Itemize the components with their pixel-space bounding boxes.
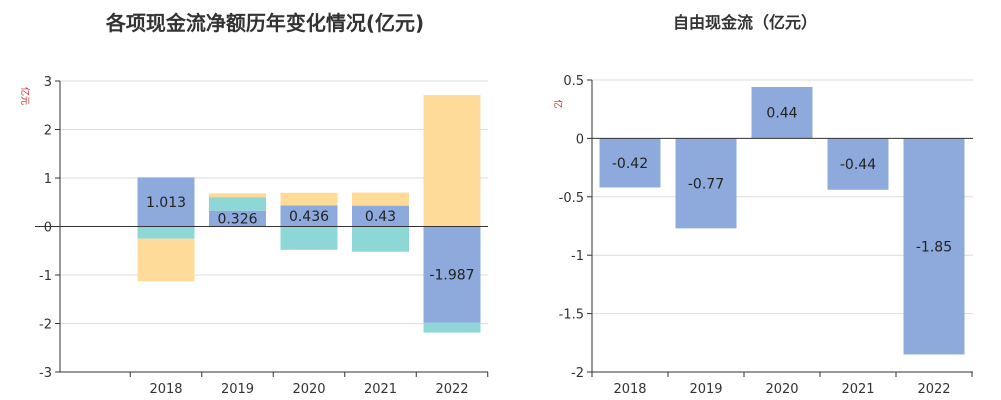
left-data-label-2021: 0.43	[365, 209, 396, 225]
left-bar-2021-s2	[352, 192, 409, 206]
chart-left-axes: 3 2 1 0 -1 -2 -3 2018 2019 2020 2021 2022	[35, 75, 489, 397]
left-y-tick-label: 0	[44, 221, 52, 236]
right-bar-2018-s0	[599, 138, 661, 188]
left-data-label-2019: 0.326	[217, 212, 257, 228]
left-y-tick-label: -1	[39, 269, 52, 284]
left-bar-2020-s2	[280, 192, 338, 206]
left-bar-2020-s0	[280, 205, 338, 227]
left-bar-2019-s0	[209, 210, 266, 227]
chart-right: 自由现金流（亿元） 亿 0.5 0 -0.5 -1 -1.5 -2 2018 2019 2020…	[552, 13, 973, 397]
chart-right-y-unit: 亿	[552, 99, 564, 108]
left-data-label-2022: -1.987	[429, 268, 474, 284]
right-y-tick-label: -1.5	[559, 308, 584, 323]
right-x-tick-label-2019: 2019	[689, 382, 722, 397]
left-bar-2018-s2	[137, 238, 195, 282]
right-x-tick-label-2022: 2022	[917, 382, 950, 397]
left-data-label-2018: 1.013	[146, 195, 186, 211]
left-data-label-2020: 0.436	[289, 209, 329, 225]
chart-left-title: 各项现金流净额历年变化情况(亿元)	[105, 11, 424, 35]
right-bar-2022-s0	[903, 138, 965, 355]
left-x-tick-label-2021: 2021	[364, 382, 397, 397]
chart-left-y-unit: 亿元	[19, 87, 31, 105]
chart-right-data-labels: -0.42 -0.77 0.44 -0.44 -1.85	[612, 106, 952, 256]
left-bar-2022-s0	[423, 226, 481, 323]
right-bar-2020-s0	[751, 87, 813, 139]
left-y-tick-label: 1	[44, 172, 52, 187]
right-data-label-2022: -1.85	[916, 239, 952, 255]
chart-right-title: 自由现金流（亿元）	[673, 13, 817, 32]
left-bar-2021-s0	[352, 205, 409, 227]
right-y-tick-label: -1	[571, 249, 584, 264]
chart-left-bars	[137, 95, 481, 333]
left-y-tick-label: -3	[39, 366, 52, 381]
right-x-tick-label-2020: 2020	[765, 382, 798, 397]
left-bar-2019-s2	[209, 193, 266, 198]
left-x-tick-label-2022: 2022	[435, 382, 468, 397]
right-data-label-2021: -0.44	[840, 157, 876, 173]
left-bar-2022-s2	[423, 95, 481, 227]
left-y-tick-label: 2	[44, 124, 52, 139]
chart-left-data-labels: 1.013 0.326 0.436 0.43 -1.987	[146, 195, 475, 284]
chart-right-axes: 0.5 0 -0.5 -1 -1.5 -2 2018 2019 2020 2021 2022	[559, 74, 973, 397]
right-y-tick-label: 0.5	[563, 74, 584, 89]
right-bar-2021-s0	[827, 138, 889, 190]
left-bar-2022-s1	[423, 322, 481, 333]
left-x-tick-label-2020: 2020	[292, 382, 325, 397]
right-data-label-2018: -0.42	[612, 156, 648, 172]
chart-left: 各项现金流净额历年变化情况(亿元) 亿元 3 2 1 0 -1 -2 -3 2018 2019 2…	[19, 11, 489, 397]
left-bar-2018-s1	[137, 226, 195, 239]
left-bar-2020-s1	[280, 226, 338, 250]
right-x-tick-label-2021: 2021	[841, 382, 874, 397]
left-x-tick-label-2019: 2019	[221, 382, 254, 397]
right-data-label-2020: 0.44	[766, 106, 797, 122]
left-y-tick-label: -2	[39, 318, 52, 333]
right-y-tick-label: -2	[571, 366, 584, 381]
chart-right-bars	[599, 87, 965, 355]
left-x-tick-label-2018: 2018	[149, 382, 182, 397]
right-y-tick-label: 0	[576, 132, 584, 147]
right-data-label-2019: -0.77	[688, 176, 724, 192]
left-bar-2019-s1	[209, 197, 266, 211]
right-bar-2019-s0	[675, 138, 737, 229]
right-y-tick-label: -0.5	[559, 191, 584, 206]
right-x-tick-label-2018: 2018	[613, 382, 646, 397]
left-y-tick-label: 3	[44, 75, 52, 90]
left-bar-2018-s0	[137, 177, 195, 227]
left-bar-2021-s1	[352, 226, 409, 252]
